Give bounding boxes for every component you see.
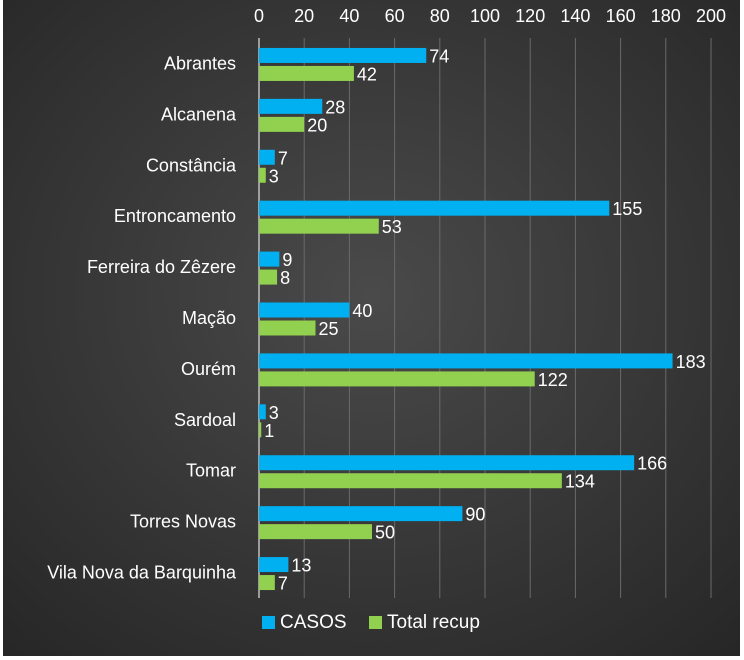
x-tick-label: 100 [470, 6, 500, 26]
x-tick-label: 80 [430, 6, 450, 26]
category-label: Vila Nova da Barquinha [47, 563, 237, 583]
bar-total-recup [259, 65, 354, 81]
category-label: Torres Novas [130, 512, 236, 532]
x-tick-label: 40 [339, 6, 359, 26]
bar-casos [259, 200, 610, 216]
bar-casos [259, 251, 280, 267]
bar-total-recup [259, 269, 278, 285]
bar-total-recup [259, 371, 535, 387]
x-tick-label: 60 [385, 6, 405, 26]
data-label: 9 [282, 250, 292, 270]
bar-casos [259, 557, 289, 573]
x-tick-label: 120 [515, 6, 545, 26]
category-label: Tomar [186, 461, 236, 481]
x-tick-label: 180 [651, 6, 681, 26]
x-tick-label: 0 [254, 6, 264, 26]
chart-background [3, 0, 740, 656]
bar-total-recup [259, 167, 266, 183]
category-label: Abrantes [164, 53, 236, 73]
data-label: 7 [278, 574, 288, 594]
bar-casos [259, 506, 463, 522]
data-label: 20 [307, 115, 327, 135]
legend-swatch-casos [262, 616, 275, 629]
data-label: 3 [269, 166, 279, 186]
bar-total-recup [259, 422, 262, 438]
bar-total-recup [259, 320, 316, 336]
data-label: 40 [352, 301, 372, 321]
legend-label-total-recup: Total recup [387, 612, 480, 633]
bar-casos [259, 353, 673, 369]
category-label: Ourém [181, 359, 236, 379]
x-tick-label: 20 [294, 6, 314, 26]
data-label: 1 [264, 421, 274, 441]
bar-casos [259, 302, 350, 318]
bar-total-recup [259, 473, 562, 489]
bar-casos [259, 455, 635, 471]
x-tick-label: 160 [606, 6, 636, 26]
bar-casos [259, 98, 323, 114]
data-label: 122 [538, 370, 568, 390]
x-tick-label: 200 [696, 6, 726, 26]
data-label: 50 [375, 523, 395, 543]
category-label: Ferreira do Zêzere [87, 257, 236, 277]
category-label: Sardoal [174, 410, 236, 430]
bar-total-recup [259, 575, 275, 591]
bar-total-recup [259, 524, 372, 540]
category-label: Alcanena [161, 104, 237, 124]
bar-total-recup [259, 218, 379, 234]
data-label: 13 [291, 556, 311, 576]
data-label: 183 [676, 352, 706, 372]
bar-total-recup [259, 116, 305, 132]
data-label: 166 [637, 454, 667, 474]
category-label: Entroncamento [114, 206, 236, 226]
data-label: 3 [269, 403, 279, 423]
x-tick-label: 140 [560, 6, 590, 26]
legend-swatch-total-recup [369, 616, 382, 629]
bar-casos [259, 149, 275, 165]
bar-casos [259, 47, 427, 63]
data-label: 134 [565, 472, 595, 492]
data-label: 7 [278, 148, 288, 168]
data-label: 42 [357, 64, 377, 84]
data-label: 25 [319, 319, 339, 339]
data-label: 8 [280, 268, 290, 288]
category-label: Constância [146, 155, 237, 175]
category-label: Mação [182, 308, 236, 328]
bar-casos [259, 404, 266, 420]
data-label: 90 [465, 505, 485, 525]
data-label: 28 [325, 97, 345, 117]
data-label: 74 [429, 46, 449, 66]
data-label: 53 [382, 217, 402, 237]
legend-label-casos: CASOS [280, 612, 347, 633]
data-label: 155 [612, 199, 642, 219]
